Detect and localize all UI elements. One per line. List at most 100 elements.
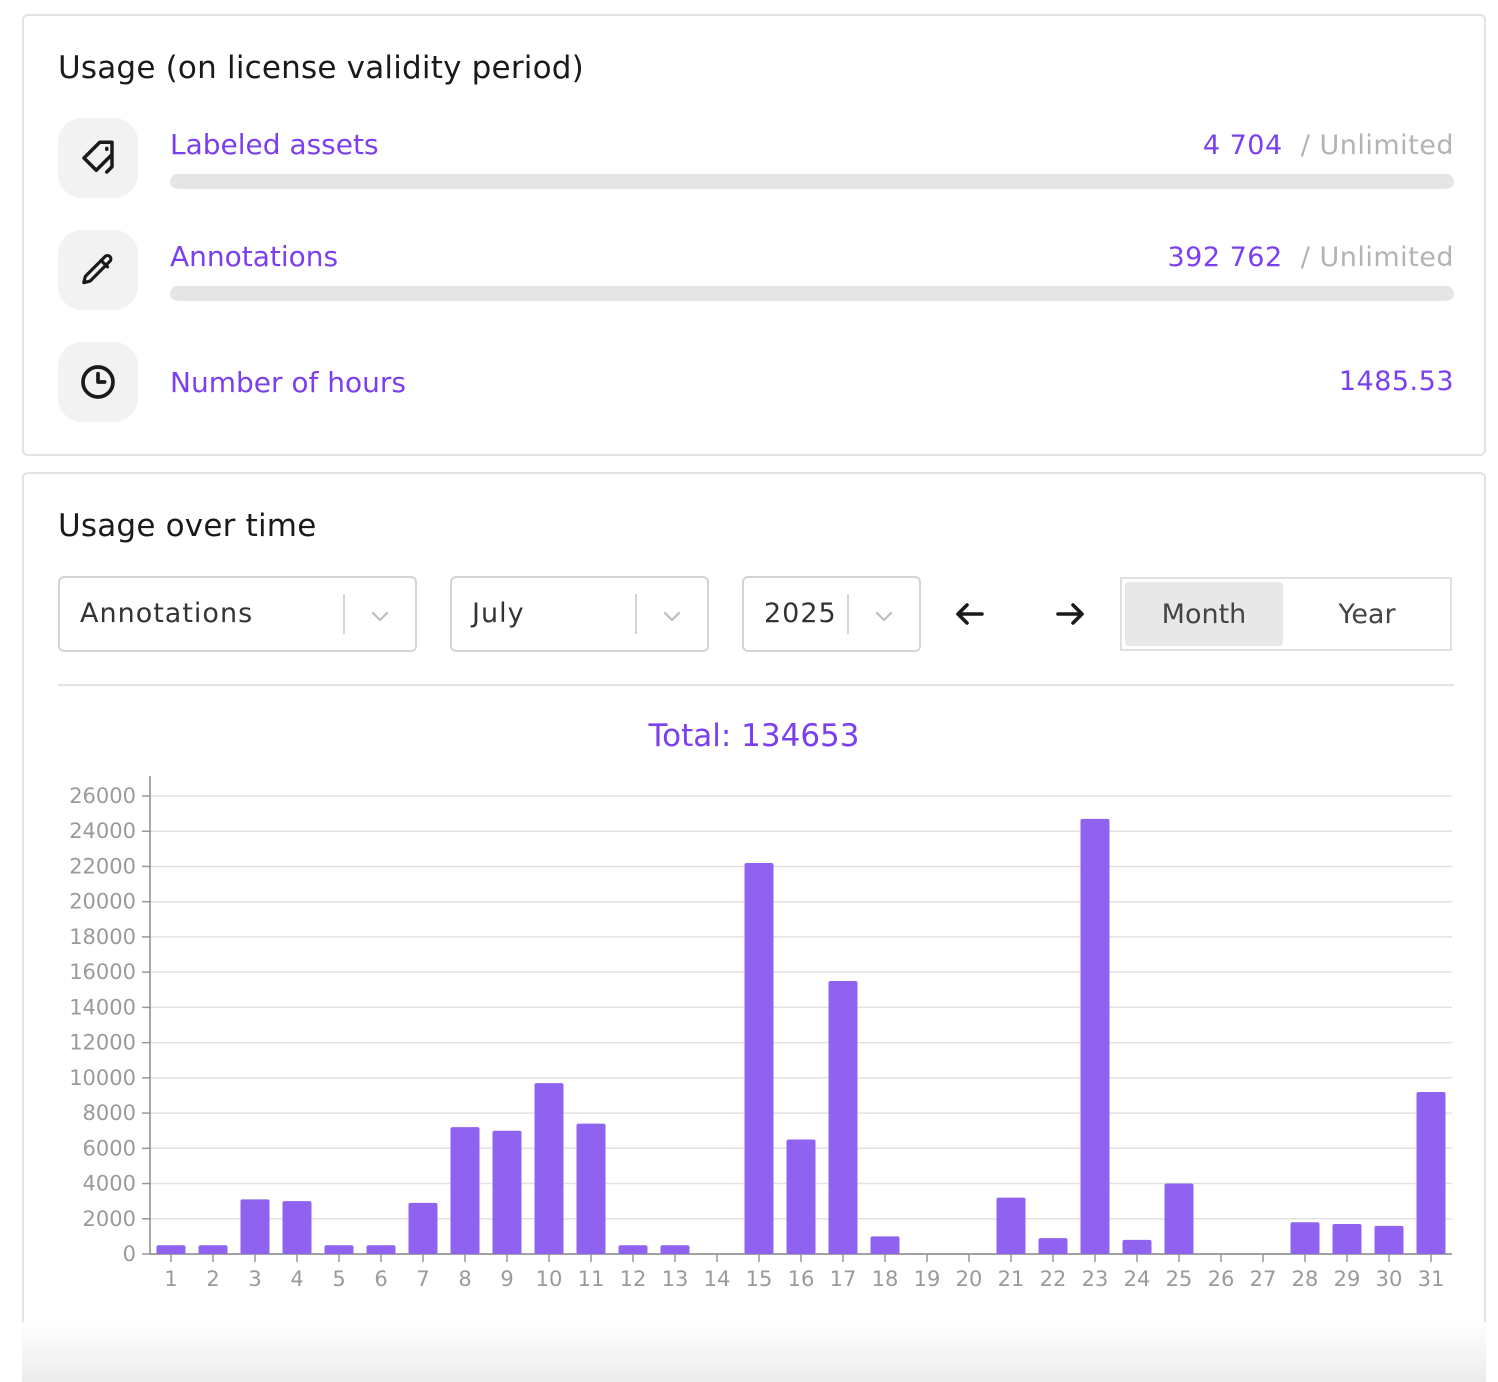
y-tick-label: 26000 (69, 784, 136, 808)
bar-day-10 (534, 1083, 564, 1254)
x-tick-label: 16 (788, 1267, 815, 1291)
x-tick-label: 29 (1334, 1267, 1361, 1291)
x-tick-label: 19 (914, 1267, 941, 1291)
y-tick-label: 0 (123, 1242, 136, 1266)
usage-over-time-title: Usage over time (58, 508, 317, 544)
x-tick-label: 1 (164, 1267, 177, 1291)
period-toggle: Month Year (1120, 577, 1452, 651)
bar-day-8 (450, 1127, 480, 1254)
y-tick-label: 10000 (69, 1066, 136, 1090)
metric-value: 392 762 / Unlimited (1167, 242, 1454, 273)
metric-used: 392 762 (1167, 242, 1283, 273)
y-tick-label: 8000 (83, 1101, 136, 1125)
metric-limit: / Unlimited (1300, 130, 1454, 161)
select-separator (635, 594, 637, 634)
bar-day-28 (1290, 1222, 1320, 1254)
x-tick-label: 22 (1040, 1267, 1067, 1291)
x-tick-label: 20 (956, 1267, 983, 1291)
metric-label: Annotations (170, 240, 339, 273)
y-tick-label: 12000 (69, 1031, 136, 1055)
x-tick-label: 5 (332, 1267, 345, 1291)
metric-value: 4 704 / Unlimited (1203, 130, 1454, 161)
bar-day-30 (1374, 1225, 1404, 1254)
y-tick-label: 16000 (69, 960, 136, 984)
arrow-right-icon[interactable] (1052, 596, 1088, 632)
bar-day-29 (1332, 1224, 1362, 1254)
usage-card: Usage (on license validity period) Label… (22, 14, 1486, 456)
metric-annotations: Annotations 392 762 / Unlimited (58, 230, 1454, 310)
x-tick-label: 28 (1292, 1267, 1319, 1291)
x-tick-label: 13 (662, 1267, 689, 1291)
x-tick-label: 6 (374, 1267, 387, 1291)
bar-day-16 (786, 1139, 816, 1254)
metric-limit: / Unlimited (1300, 242, 1454, 273)
month-select-value: July (472, 598, 525, 629)
bar-day-3 (240, 1199, 270, 1254)
x-tick-label: 25 (1166, 1267, 1193, 1291)
x-tick-label: 27 (1250, 1267, 1277, 1291)
x-tick-label: 11 (578, 1267, 605, 1291)
progress-bar (170, 286, 1454, 301)
bar-day-25 (1164, 1183, 1194, 1254)
x-tick-label: 30 (1376, 1267, 1403, 1291)
toggle-year[interactable]: Year (1338, 598, 1396, 630)
bar-day-7 (408, 1202, 438, 1254)
bottom-fade (22, 1322, 1486, 1382)
x-tick-label: 7 (416, 1267, 429, 1291)
clock-icon (58, 342, 138, 422)
x-tick-label: 23 (1082, 1267, 1109, 1291)
bar-day-15 (744, 862, 774, 1254)
x-tick-label: 31 (1418, 1267, 1445, 1291)
metric-labeled-assets: Labeled assets 4 704 / Unlimited (58, 118, 1454, 198)
x-tick-label: 26 (1208, 1267, 1235, 1291)
bar-day-24 (1122, 1239, 1152, 1254)
x-tick-label: 12 (620, 1267, 647, 1291)
y-tick-label: 6000 (83, 1136, 136, 1160)
usage-title: Usage (on license validity period) (58, 50, 584, 86)
y-tick-label: 18000 (69, 925, 136, 949)
metric-select-value: Annotations (80, 598, 254, 629)
select-separator (343, 594, 345, 634)
chevron-down-icon (371, 611, 389, 622)
toggle-month[interactable]: Month (1125, 582, 1283, 646)
metric-used: 4 704 (1202, 130, 1283, 161)
bar-day-18 (870, 1236, 900, 1254)
bar-day-2 (198, 1245, 228, 1254)
progress-bar (170, 174, 1454, 189)
bar-day-21 (996, 1197, 1026, 1254)
x-tick-label: 8 (458, 1267, 471, 1291)
y-tick-label: 4000 (83, 1172, 136, 1196)
chevron-down-icon (663, 611, 681, 622)
x-tick-label: 17 (830, 1267, 857, 1291)
bar-day-5 (324, 1245, 354, 1254)
x-tick-label: 15 (746, 1267, 773, 1291)
bar-day-11 (576, 1123, 606, 1254)
x-tick-label: 4 (290, 1267, 303, 1291)
metric-select[interactable]: Annotations (58, 576, 417, 652)
bar-day-23 (1080, 818, 1110, 1254)
metric-hours: Number of hours 1485.53 (58, 342, 1454, 422)
bar-day-17 (828, 980, 858, 1254)
year-select[interactable]: 2025 (742, 576, 921, 652)
chevron-down-icon (875, 611, 893, 622)
bar-day-9 (492, 1130, 522, 1254)
chart-total: Total: 134653 (648, 718, 860, 754)
usage-bar-chart: 0 2000 4000 6000 8000 10000 12000 14000 16000 180… (69, 776, 1452, 1291)
x-tick-label: 21 (998, 1267, 1025, 1291)
bar-day-22 (1038, 1238, 1068, 1254)
usage-over-time-card: Usage over time Annotations July 2025 Mo… (22, 472, 1486, 1382)
month-select[interactable]: July (450, 576, 709, 652)
arrow-left-icon[interactable] (952, 596, 988, 632)
x-tick-label: 14 (704, 1267, 731, 1291)
bar-day-4 (282, 1201, 312, 1254)
x-tick-label: 3 (248, 1267, 261, 1291)
bar-day-31 (1416, 1091, 1446, 1254)
y-tick-label: 20000 (69, 890, 136, 914)
divider (58, 684, 1454, 686)
pencil-icon (58, 230, 138, 310)
metric-label: Number of hours (170, 366, 406, 399)
bar-day-1 (156, 1245, 186, 1254)
y-tick-label: 22000 (69, 854, 136, 878)
x-tick-label: 18 (872, 1267, 899, 1291)
x-tick-label: 9 (500, 1267, 513, 1291)
